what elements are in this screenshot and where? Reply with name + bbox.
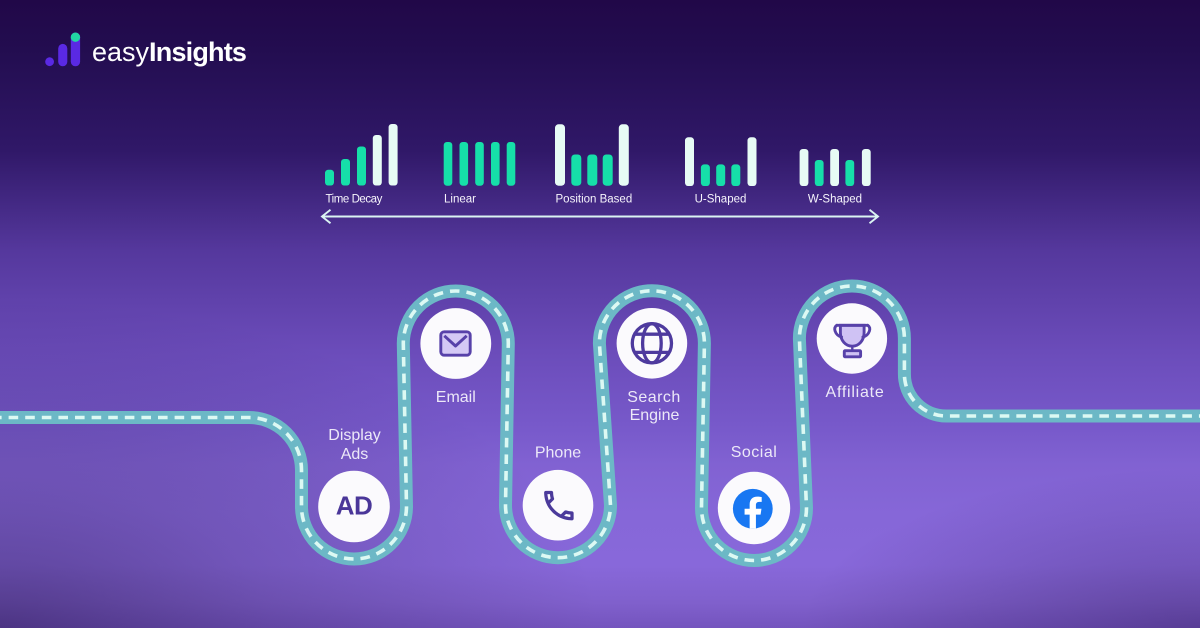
svg-text:Affiliate: Affiliate bbox=[826, 384, 885, 401]
svg-text:Time Decay: Time Decay bbox=[326, 194, 383, 206]
svg-text:Email: Email bbox=[436, 389, 476, 406]
svg-text:Engine: Engine bbox=[630, 407, 680, 424]
svg-text:Ads: Ads bbox=[341, 446, 369, 463]
svg-text:AD: AD bbox=[336, 491, 373, 521]
svg-text:Display: Display bbox=[328, 427, 380, 444]
svg-text:Linear: Linear bbox=[444, 194, 476, 206]
svg-text:Phone: Phone bbox=[535, 445, 581, 462]
svg-text:easyInsights: easyInsights bbox=[92, 37, 246, 67]
svg-text:Social: Social bbox=[731, 444, 778, 461]
svg-text:Search: Search bbox=[627, 389, 680, 406]
svg-text:U-Shaped: U-Shaped bbox=[695, 194, 747, 206]
svg-text:W-Shaped: W-Shaped bbox=[808, 194, 862, 206]
svg-text:Position Based: Position Based bbox=[556, 194, 633, 206]
